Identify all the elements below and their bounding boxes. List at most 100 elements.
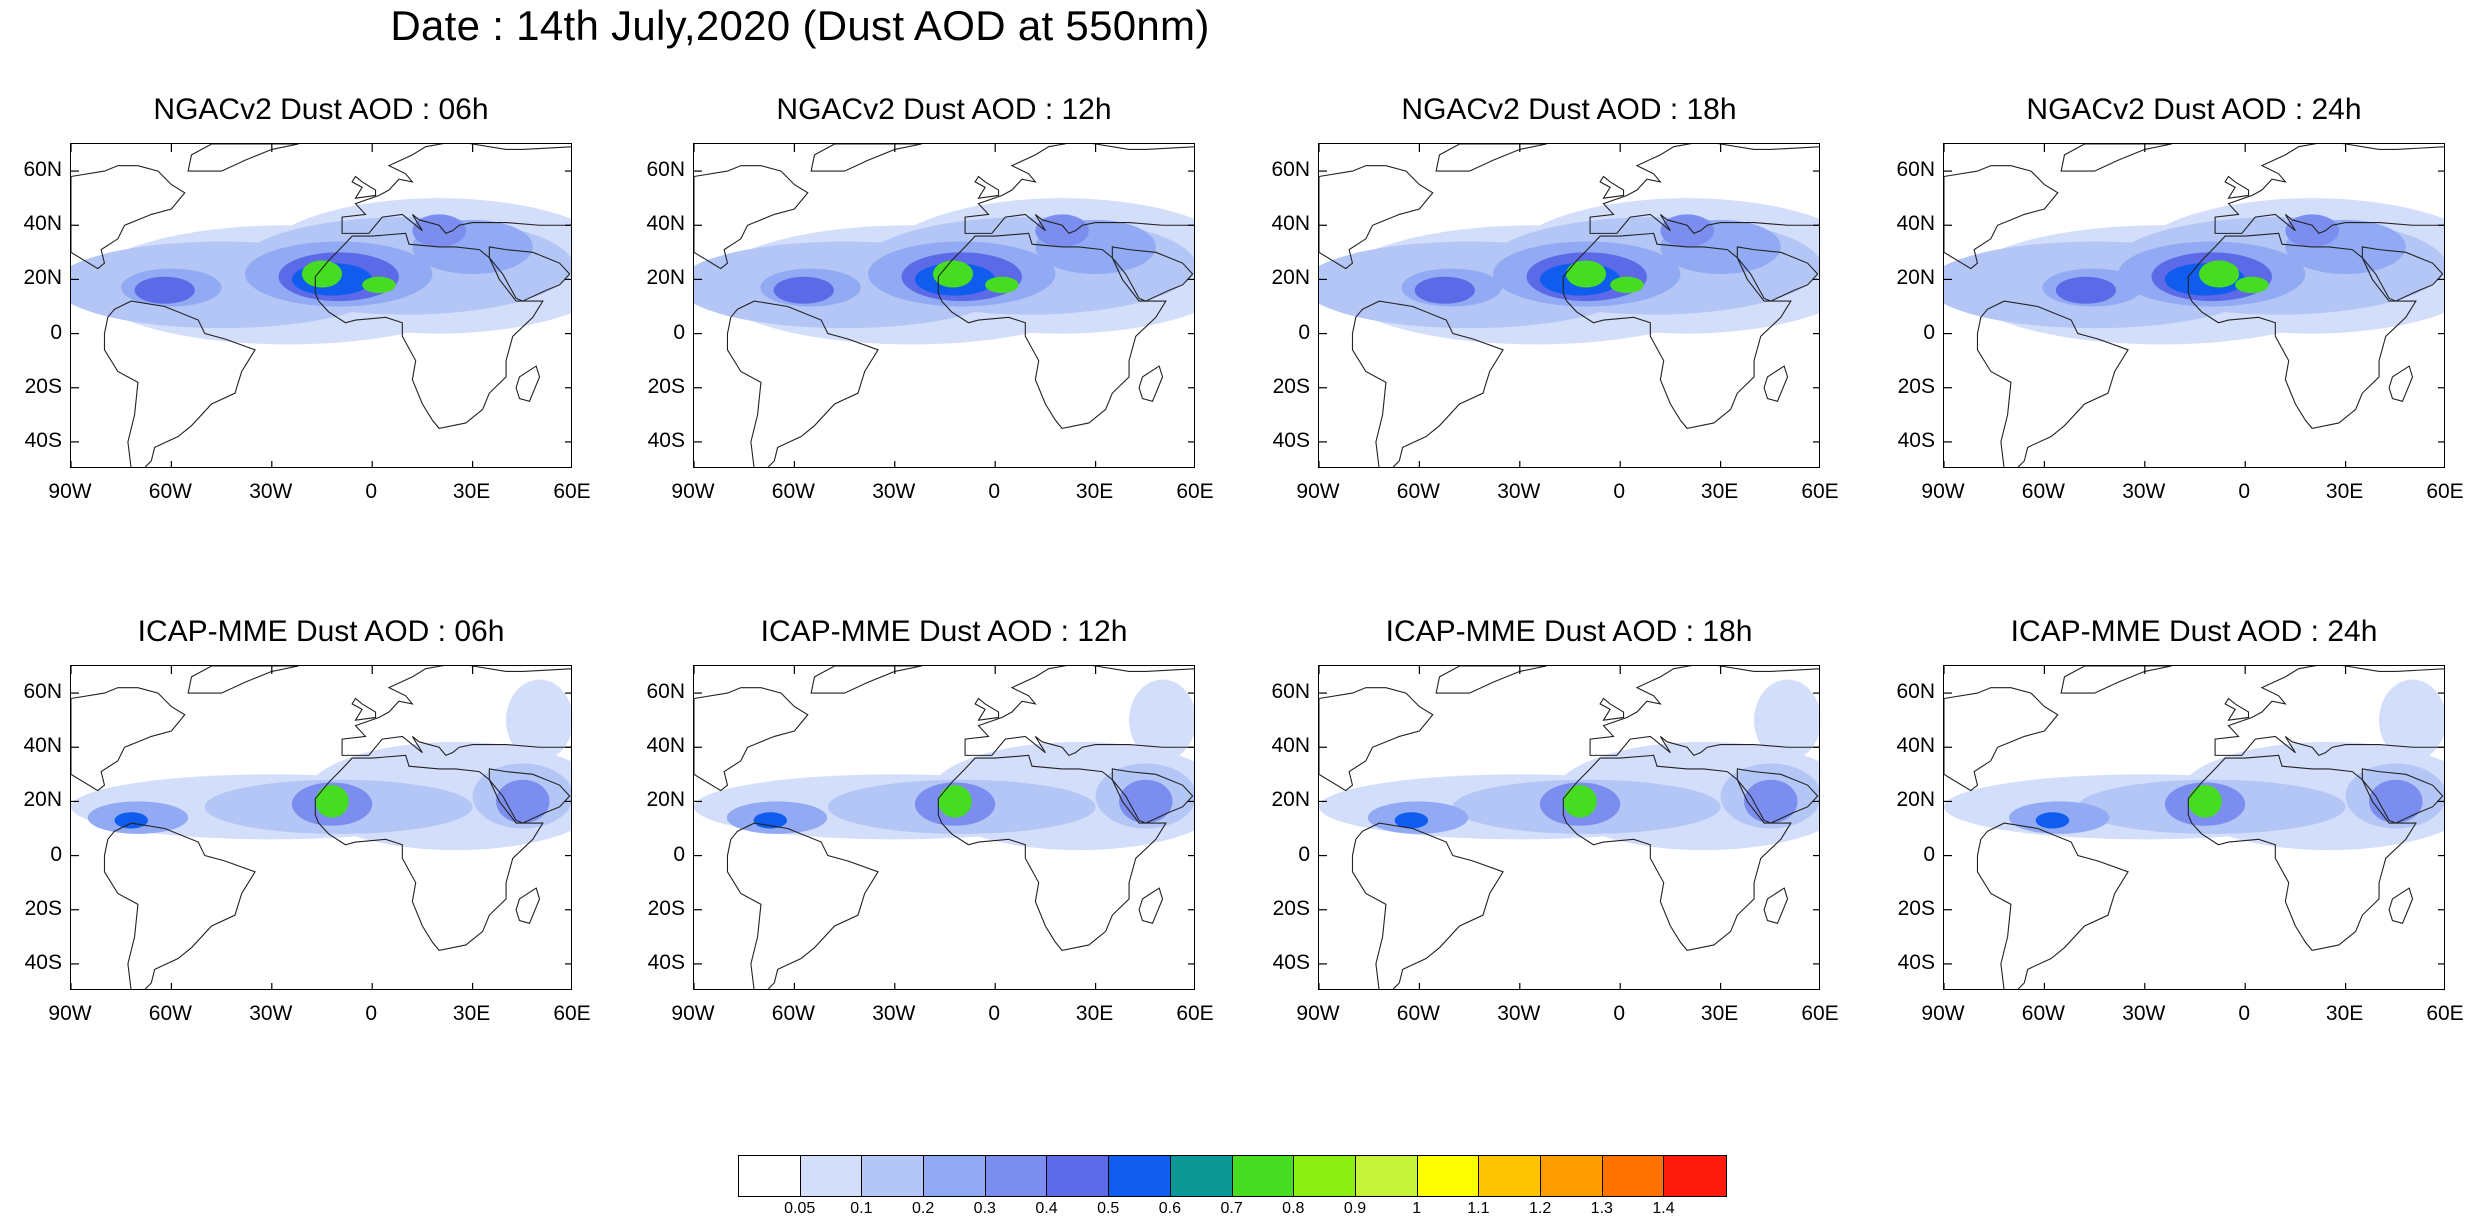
dust-aod-region [362,276,396,293]
x-axis-label: 30W [872,1002,916,1025]
coastline-uk [2224,697,2250,721]
y-axis-label: 20N [1271,266,1310,290]
coastline-madagascar [1138,887,1164,924]
dust-aod-region [2199,260,2240,288]
colorbar-swatch [1664,1156,1726,1196]
colorbar-swatch [985,1156,1048,1196]
y-axis-label: 20N [1271,788,1310,812]
x-axis-label: 90W [1296,1002,1340,1025]
y-axis-label: 20S [1272,896,1310,920]
colorbar-level-label: 0.9 [1343,1200,1367,1217]
x-axis-label: 90W [671,1002,715,1025]
x-axis-label: 0 [2238,1002,2251,1025]
x-axis-label: 30W [872,480,916,503]
coastline-africa [2187,754,2417,951]
y-axis-label: 60N [23,158,62,182]
y-axis-label: 20N [23,266,62,290]
coastline-uk [974,175,1000,199]
dust-aod-region [2379,679,2444,761]
x-axis-label: 60E [1801,1002,1839,1025]
y-axis-label: 40N [23,212,62,236]
coastline-africa [314,232,544,429]
coastline-namerica [1319,165,1434,270]
x-axis-label: 0 [365,480,378,503]
y-axis-label: 60N [646,158,685,182]
map-canvas [694,666,1194,989]
map-panel: NGACv2 Dust AOD : 18h 60N 40N 20N 0 20S 40S 90W… [1248,93,1898,603]
x-axis-label: 90W [1296,480,1340,503]
y-axis-label: 20N [646,266,685,290]
colorbar-swatch [1417,1156,1480,1196]
coastline-greenland [1435,144,1547,172]
panel-title: ICAP-MME Dust AOD : 24h [2010,615,2378,648]
coastline-europe [964,144,1194,235]
x-axis-label: 60W [1396,1002,1440,1025]
y-axis-label: 60N [646,680,685,704]
y-axis-label: 0 [50,320,62,344]
x-axis-label: 60E [2426,1002,2464,1025]
colorbar-level-label: 0.8 [1282,1200,1305,1217]
x-axis-label: 90W [48,480,92,503]
coastline-europe [964,666,1194,757]
coastline-madagascar [1138,365,1164,402]
coastline-samerica [726,300,879,467]
x-axis-label: 60W [2021,1002,2065,1025]
map-panel: NGACv2 Dust AOD : 24h 60N 40N 20N 0 20S 40S 90W… [1873,93,2466,603]
map-panel: ICAP-MME Dust AOD : 24h 60N 40N 20N 0 20S 40S 9… [1873,615,2466,1125]
x-axis-label: 60E [1176,480,1214,503]
y-axis-label: 60N [1271,158,1310,182]
x-axis-label: 60E [1176,1002,1214,1025]
coastline-namerica [1944,687,2059,792]
coastline-samerica [726,822,879,989]
dust-aod-region [1610,276,1644,293]
colorbar-swatch [1047,1156,1110,1196]
x-axis-label: 30W [249,1002,293,1025]
colorbar-swatch [1232,1156,1295,1196]
map-panel: NGACv2 Dust AOD : 06h 60N 40N 20N 0 20S 40S 90W… [0,93,650,603]
figure-title: Date : 14th July,2020 (Dust AOD at 550nm… [390,2,1210,49]
map-area [1943,665,2445,990]
map-panel: NGACv2 Dust AOD : 12h 60N 40N 20N 0 20S 40S 90W… [623,93,1273,603]
x-axis-label: 90W [1921,480,1965,503]
dust-aod-region [496,779,550,824]
dust-aod-region [315,785,349,818]
x-axis-label: 60W [148,480,192,503]
y-axis-label: 20S [1897,896,1935,920]
colorbar-swatch [924,1156,986,1196]
dust-aod-region [985,276,1019,293]
y-axis-label: 40N [23,734,62,758]
colorbar [738,1155,1727,1197]
y-axis-label: 40N [646,734,685,758]
coastline-arabia [488,246,571,302]
colorbar-level-label: 0.5 [1097,1200,1120,1217]
colorbar-level-label: 0.6 [1158,1200,1182,1217]
dust-aod-region [932,260,974,288]
colorbar-swatch [739,1156,801,1196]
y-axis-label: 40S [1272,950,1310,974]
dust-aod-region [506,679,571,761]
y-axis-label: 20N [23,788,62,812]
colorbar-swatch [1355,1156,1418,1196]
dust-aod-region [2188,785,2222,818]
x-axis-label: 60E [553,480,591,503]
coastline-arabia [1111,246,1194,302]
map-canvas [1319,144,1819,467]
coastline-samerica [1976,822,2129,989]
y-axis-label: 0 [50,842,62,866]
y-axis-label: 0 [1923,320,1935,344]
y-axis-label: 40N [1271,212,1310,236]
x-axis-label: 60W [2021,480,2065,503]
map-area [1318,665,1820,990]
dust-aod-region [2235,276,2269,293]
dust-aod-region [2035,812,2070,829]
x-axis-label: 60E [1801,480,1839,503]
x-axis-label: 0 [365,1002,378,1025]
dust-aod-region [1565,260,1607,288]
colorbar-level-label: 1 [1412,1200,1422,1217]
coastline-arabia [1736,768,1819,824]
x-axis-label: 90W [1921,1002,1965,1025]
y-axis-label: 0 [673,320,685,344]
x-axis-label: 30W [2122,1002,2166,1025]
colorbar-swatch [1479,1156,1541,1196]
coastline-africa [1562,754,1792,951]
